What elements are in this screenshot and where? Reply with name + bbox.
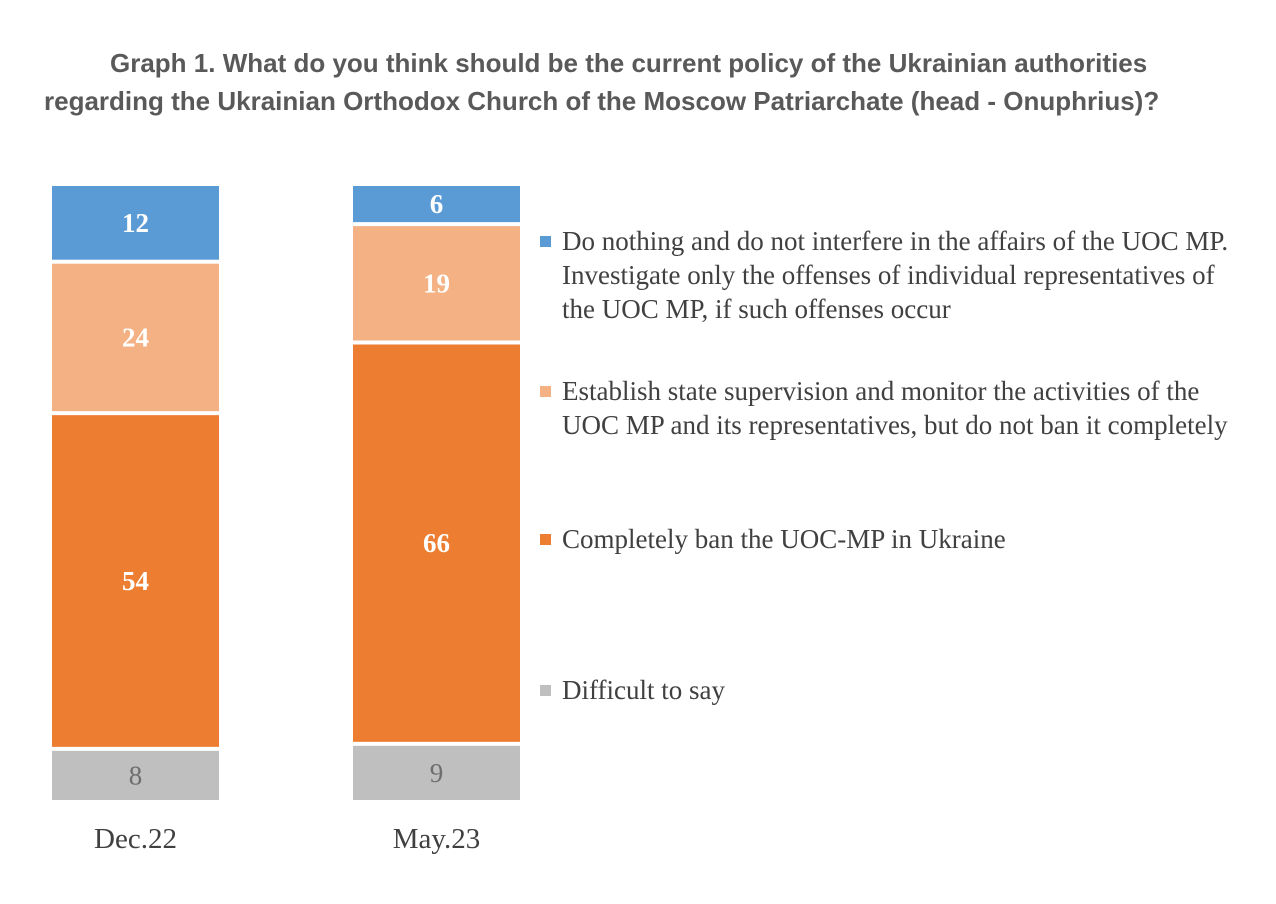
legend-swatch-difficult: [540, 685, 551, 696]
legend-label-supervision: Establish state supervision and monitor …: [562, 376, 1228, 440]
legend-item-ban: Completely ban the UOC-MP in Ukraine: [540, 522, 1240, 556]
chart-title-line-2: regarding the Ukrainian Orthodox Church …: [44, 86, 1160, 116]
data-label-difficult-dec-22: 8: [129, 760, 143, 790]
legend-label-do-nothing: Do nothing and do not interfere in the a…: [562, 226, 1229, 324]
legend-swatch-supervision: [540, 386, 551, 397]
data-label-do-nothing-dec-22: 12: [122, 208, 149, 238]
chart-title: Graph 1. What do you think should be the…: [0, 44, 1276, 120]
legend-item-supervision: Establish state supervision and monitor …: [540, 374, 1240, 442]
bar-segment-ban-may-23: [353, 344, 520, 742]
data-label-ban-may-23: 66: [423, 528, 450, 558]
data-label-do-nothing-may-23: 6: [430, 189, 444, 219]
bar-segment-do-nothing-dec-22: [52, 186, 219, 260]
bar-segment-do-nothing-may-23: [353, 186, 520, 223]
bar-segment-supervision-may-23: [353, 226, 520, 341]
bar-segment-difficult-dec-22: [52, 750, 219, 800]
legend-swatch-ban: [540, 534, 551, 545]
bar-segment-supervision-dec-22: [52, 263, 219, 412]
data-label-ban-dec-22: 54: [122, 566, 149, 596]
category-label-dec-22: Dec.22: [94, 823, 177, 855]
chart-title-line-1: Graph 1. What do you think should be the…: [110, 48, 1148, 78]
bar-segment-difficult-may-23: [353, 745, 520, 800]
legend-item-do-nothing: Do nothing and do not interfere in the a…: [540, 224, 1240, 326]
legend-label-ban: Completely ban the UOC-MP in Ukraine: [562, 524, 1006, 554]
data-label-difficult-may-23: 9: [430, 758, 444, 788]
legend-item-difficult: Difficult to say: [540, 673, 1240, 707]
legend-label-difficult: Difficult to say: [562, 675, 725, 705]
bar-segment-ban-dec-22: [52, 415, 219, 747]
data-label-supervision-may-23: 19: [423, 268, 450, 298]
category-label-may-23: May.23: [393, 823, 481, 855]
legend-swatch-do-nothing: [540, 236, 551, 247]
data-label-supervision-dec-22: 24: [122, 322, 149, 352]
